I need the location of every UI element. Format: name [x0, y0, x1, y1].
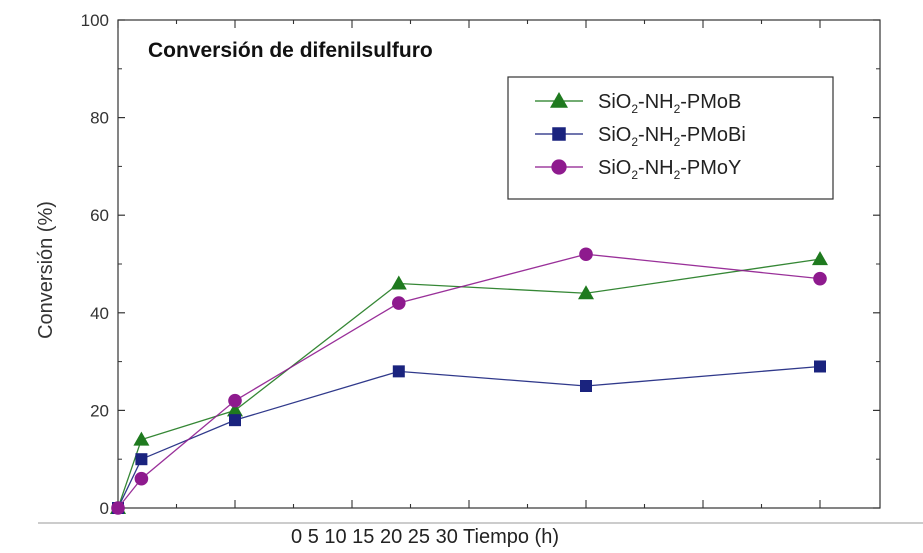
legend-label-part: SiO: [598, 157, 631, 179]
legend-subscript: 2: [674, 168, 681, 182]
legend-label-part: -PMoY: [680, 157, 741, 179]
legend-label-part: SiO: [598, 124, 631, 146]
y-tick-label: 80: [90, 109, 109, 128]
legend-item: SiO2-NH2-PMoBi: [535, 124, 746, 149]
y-tick-label: 0: [100, 499, 109, 518]
data-point: [227, 402, 243, 417]
data-point: [228, 393, 242, 408]
chart-title: Conversión de difenilsulfuro: [148, 39, 433, 62]
series-1: [110, 251, 828, 514]
series-layer: [110, 247, 828, 515]
y-axis-label: Conversión (%): [35, 201, 57, 339]
data-point: [229, 414, 241, 427]
series-3: [111, 247, 827, 515]
legend-label-part: SiO: [598, 91, 631, 113]
legend-label-part: -PMoBi: [680, 124, 746, 146]
legend-item: SiO2-NH2-PMoB: [535, 91, 741, 116]
data-point: [390, 275, 407, 290]
legend-label-part: -NH: [638, 157, 674, 179]
series-2: [112, 360, 826, 514]
legend-subscript: 2: [631, 135, 638, 149]
legend-subscript: 2: [631, 102, 638, 116]
legend-label-part: -NH: [638, 124, 674, 146]
legend-label: SiO2-NH2-PMoBi: [598, 124, 746, 149]
data-point: [578, 285, 594, 300]
legend-marker: [551, 159, 567, 175]
data-point: [812, 251, 828, 266]
data-point: [134, 471, 149, 486]
series-line: [117, 365, 821, 509]
legend-subscript: 2: [674, 102, 681, 116]
legend-marker: [550, 92, 568, 108]
legend-label: SiO2-NH2-PMoY: [598, 157, 741, 182]
y-tick-label: 100: [81, 11, 109, 30]
y-tick-label: 20: [90, 401, 109, 420]
x-axis-label: 0 5 10 15 20 25 30 Tiempo (h): [291, 526, 559, 548]
y-tick-label: 40: [90, 304, 109, 323]
data-point: [392, 296, 406, 310]
series-line: [117, 258, 821, 509]
legend-label-part: -PMoB: [680, 91, 741, 113]
legend-label: SiO2-NH2-PMoB: [598, 91, 741, 116]
legend-subscript: 2: [631, 168, 638, 182]
data-point: [814, 360, 826, 373]
y-tick-labels: 0 20 40 60 80 100: [81, 11, 109, 518]
series-line: [117, 253, 821, 509]
data-point: [392, 365, 405, 378]
legend-item: SiO2-NH2-PMoY: [535, 157, 741, 182]
legend-label-part: -NH: [638, 91, 674, 113]
data-point: [580, 380, 592, 392]
data-point: [111, 501, 125, 515]
legend-marker: [552, 127, 566, 141]
data-point: [579, 247, 593, 262]
data-point: [133, 431, 150, 446]
y-tick-label: 60: [90, 206, 109, 225]
legend-subscript: 2: [674, 135, 681, 149]
data-point: [135, 453, 148, 466]
axes: [38, 19, 923, 524]
data-point: [813, 271, 827, 286]
